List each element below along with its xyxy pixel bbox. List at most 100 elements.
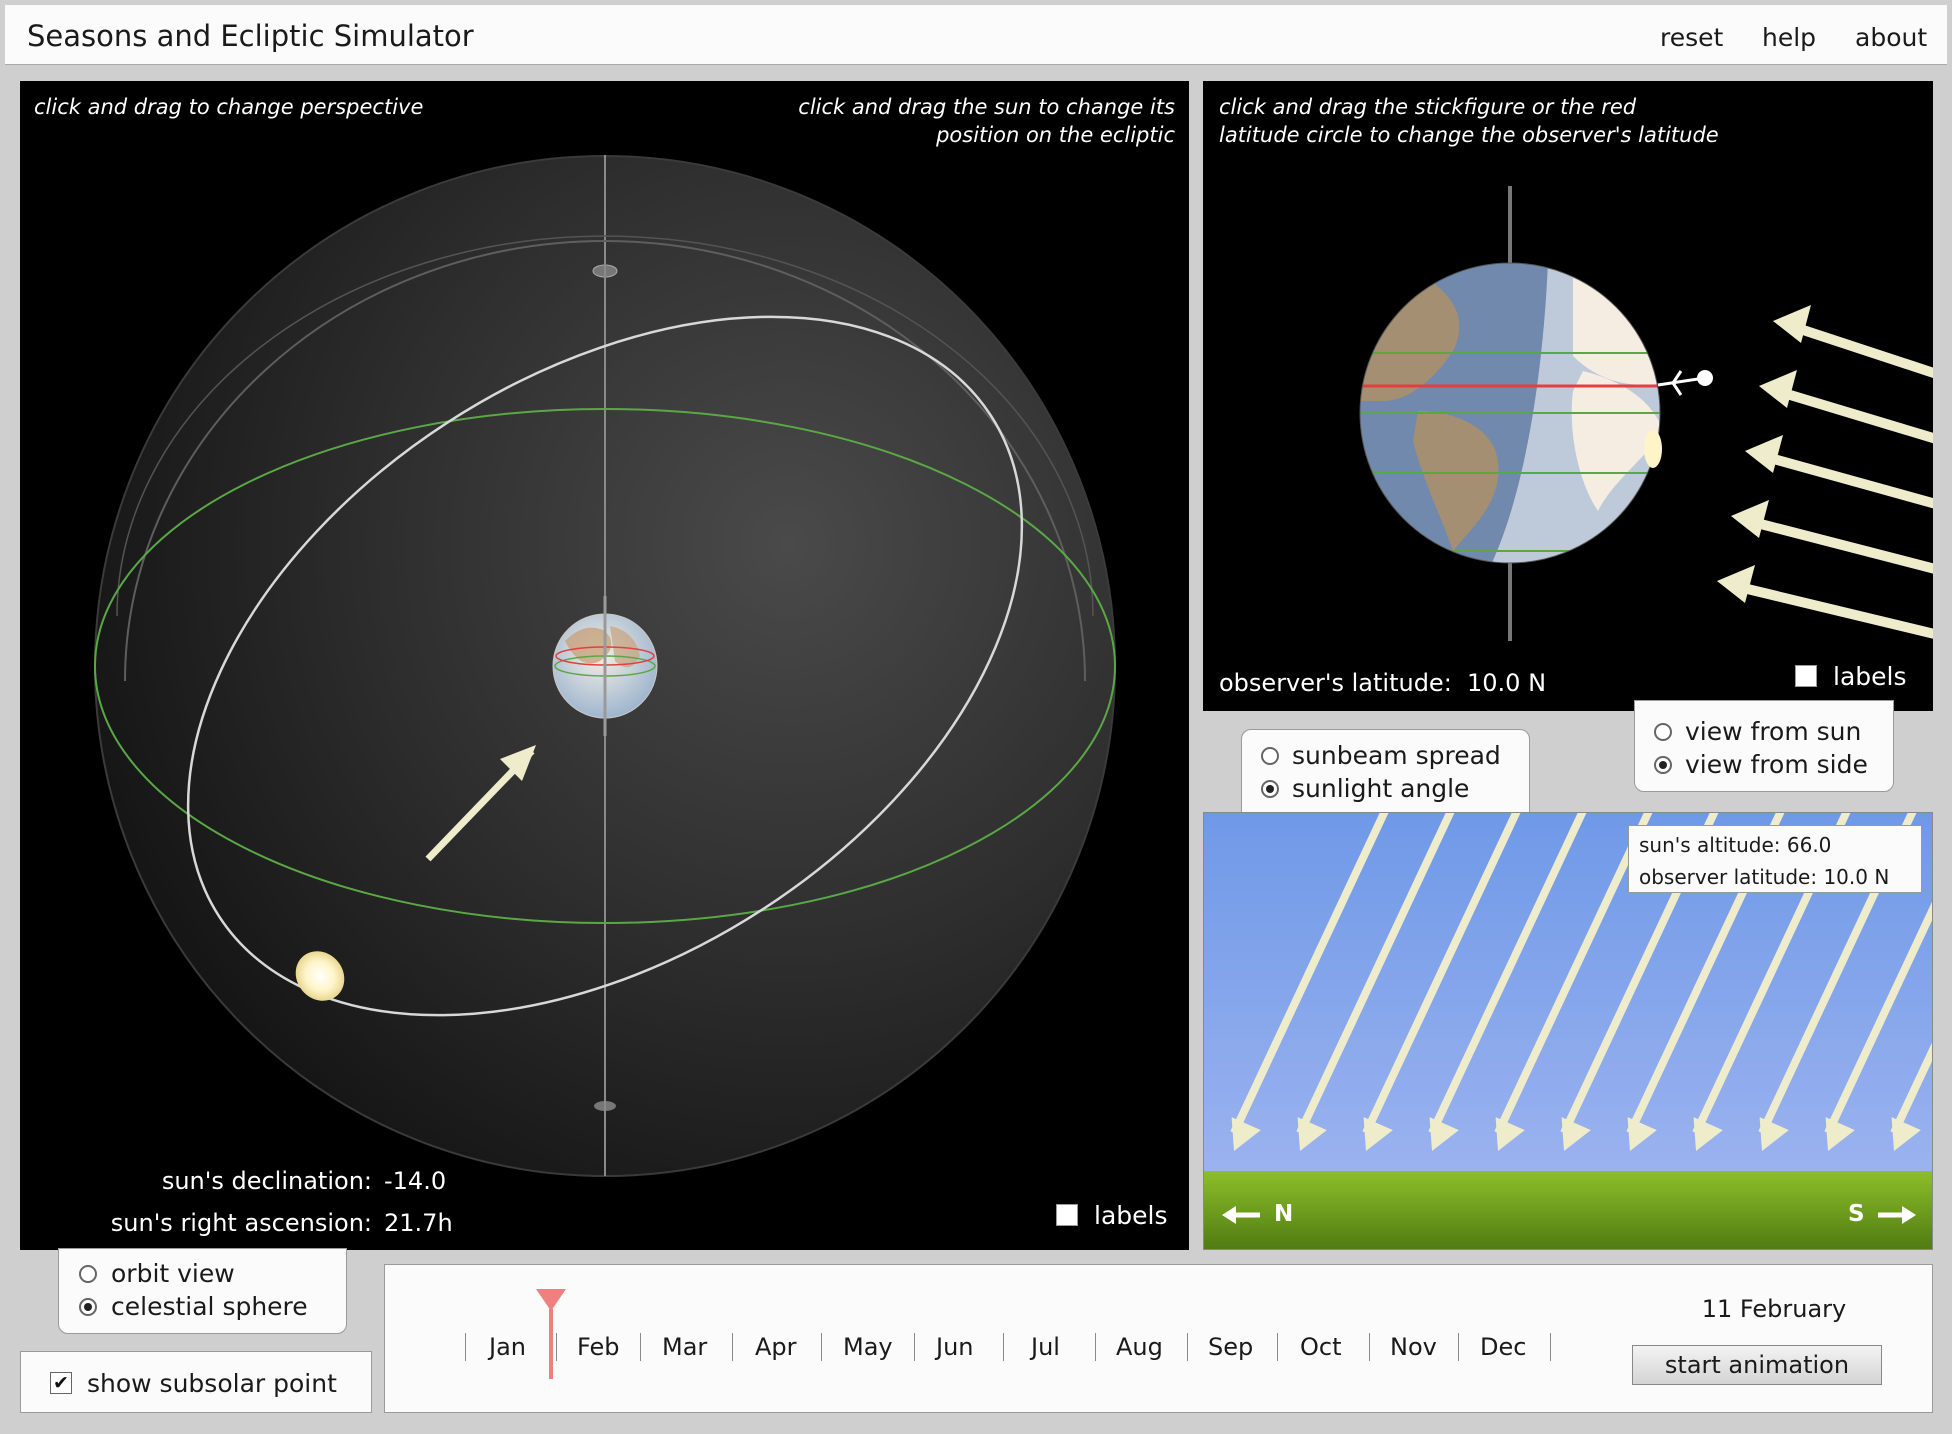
sun-marker[interactable] xyxy=(286,941,355,1010)
celestial-sphere-label[interactable]: celestial sphere xyxy=(111,1292,308,1321)
north-arrowhead xyxy=(1222,1206,1236,1224)
subsolar-point-label[interactable]: show subsolar point xyxy=(87,1369,337,1398)
celestial-labels-checkbox[interactable] xyxy=(1056,1204,1078,1226)
earth-view-canvas[interactable] xyxy=(1203,81,1933,711)
start-animation-button[interactable]: start animation xyxy=(1632,1345,1882,1385)
month-label[interactable]: Jan xyxy=(489,1333,526,1361)
subsolar-point-box: ✔ show subsolar point xyxy=(20,1351,372,1413)
sunlight-angle-panel: N S sun's altitude: 66.0 observer latitu… xyxy=(1203,812,1933,1250)
celestial-sphere-panel[interactable]: click and drag to change perspective cli… xyxy=(20,81,1189,1250)
month-label[interactable]: Dec xyxy=(1480,1333,1527,1361)
observer-latitude-label: observer's latitude: xyxy=(1219,669,1452,697)
month-label[interactable]: May xyxy=(843,1333,893,1361)
month-tick xyxy=(556,1333,557,1361)
sun-drag-hint-line: position on the ecliptic xyxy=(936,123,1175,147)
month-label[interactable]: Apr xyxy=(755,1333,797,1361)
ecliptic-circle[interactable] xyxy=(61,172,1148,1159)
title-bar: Seasons and Ecliptic Simulator reset hel… xyxy=(5,5,1947,65)
view-from-side-label[interactable]: view from side xyxy=(1685,750,1868,779)
month-tick xyxy=(1095,1333,1096,1361)
sphere-grid-arc xyxy=(116,235,1094,617)
view-options-box: view from sun view from side xyxy=(1634,700,1894,792)
sunbeam-ray xyxy=(1362,813,1521,1151)
sunbeam-ray xyxy=(1428,813,1587,1151)
sun-altitude-line: sun's altitude: 66.0 xyxy=(1639,833,1831,857)
south-label: S xyxy=(1848,1201,1865,1227)
sun-drag-hint: click and drag the sun to change its pos… xyxy=(798,93,1175,149)
north-label: N xyxy=(1274,1201,1294,1227)
earth-labels-checkbox[interactable] xyxy=(1795,665,1817,687)
sunlight-angle-label[interactable]: sunlight angle xyxy=(1292,774,1470,803)
incoming-sunbeam xyxy=(1759,370,1933,444)
month-tick xyxy=(1003,1333,1004,1361)
month-tick xyxy=(821,1333,822,1361)
subsolar-point xyxy=(1644,430,1662,468)
sunbeam-ray xyxy=(1890,1042,1932,1151)
sun-altitude-value: 66.0 xyxy=(1786,833,1832,857)
month-label[interactable]: Jul xyxy=(1031,1333,1060,1361)
subsolar-point-checkbox[interactable]: ✔ xyxy=(50,1372,72,1394)
observer-latitude-line: observer latitude: 10.0 N xyxy=(1639,865,1889,889)
sunbeam-ray xyxy=(1824,901,1932,1151)
earth-view-panel[interactable]: click and drag the stickfigure or the re… xyxy=(1203,81,1933,711)
month-tick xyxy=(732,1333,733,1361)
orbit-view-label[interactable]: orbit view xyxy=(111,1259,235,1288)
sun-drag-hint-line: click and drag the sun to change its xyxy=(798,95,1175,119)
month-label[interactable]: Aug xyxy=(1116,1333,1163,1361)
view-from-sun-radio[interactable] xyxy=(1654,723,1672,741)
month-tick xyxy=(1458,1333,1459,1361)
month-tick xyxy=(1550,1333,1551,1361)
declination-value: -14.0 xyxy=(384,1167,447,1195)
month-tick xyxy=(1187,1333,1188,1361)
sunbeam-spread-label[interactable]: sunbeam spread xyxy=(1292,741,1501,770)
earth-labels-label[interactable]: labels xyxy=(1833,662,1907,691)
latitude-hint: click and drag the stickfigure or the re… xyxy=(1219,93,1719,149)
sun-altitude-label: sun's altitude: xyxy=(1639,833,1781,857)
month-tick xyxy=(914,1333,915,1361)
incoming-sunbeam xyxy=(1773,305,1933,378)
month-label[interactable]: Oct xyxy=(1300,1333,1342,1361)
sunbeam-spread-radio[interactable] xyxy=(1261,747,1279,765)
sunlight-angle-radio[interactable] xyxy=(1261,780,1279,798)
incoming-sunbeam xyxy=(1731,500,1933,574)
observer-latitude-value: 10.0 N xyxy=(1467,669,1547,697)
sunbeam-ray xyxy=(1296,813,1455,1151)
celestial-sphere-canvas[interactable] xyxy=(20,81,1189,1250)
month-label[interactable]: Sep xyxy=(1208,1333,1254,1361)
latitude-hint-line: latitude circle to change the observer's… xyxy=(1219,123,1719,147)
help-menu[interactable]: help xyxy=(1762,23,1817,52)
reset-menu[interactable]: reset xyxy=(1660,23,1724,52)
incoming-sunbeam xyxy=(1745,435,1933,509)
south-arrowhead xyxy=(1902,1206,1916,1224)
continent xyxy=(565,627,612,664)
observer-latitude-box-label: observer latitude: xyxy=(1639,865,1818,889)
month-tick xyxy=(640,1333,641,1361)
month-row[interactable]: Jan Feb Mar Apr May Jun Jul Aug Sep Oct … xyxy=(385,1265,1934,1414)
date-slider-marker-shape[interactable] xyxy=(535,1289,567,1379)
month-label[interactable]: Feb xyxy=(577,1333,620,1361)
celestial-labels-label[interactable]: labels xyxy=(1094,1201,1168,1230)
month-label[interactable]: Jun xyxy=(936,1333,974,1361)
month-tick xyxy=(1369,1333,1370,1361)
earth-sunbeams xyxy=(1717,305,1933,639)
sunlight-options-box: sunbeam spread sunlight angle xyxy=(1241,729,1530,815)
view-from-sun-label[interactable]: view from sun xyxy=(1685,717,1862,746)
sun-direction-arrowhead xyxy=(500,745,536,781)
day-side xyxy=(1488,263,1660,563)
mode-options-box: orbit view celestial sphere xyxy=(58,1248,347,1334)
view-from-side-radio[interactable] xyxy=(1654,756,1672,774)
earth-outline xyxy=(1359,262,1661,564)
sunbeam-ray xyxy=(1230,813,1389,1151)
timeline-panel: Jan Feb Mar Apr May Jun Jul Aug Sep Oct … xyxy=(384,1264,1933,1413)
app-title: Seasons and Ecliptic Simulator xyxy=(27,19,474,53)
celestial-sphere-radio[interactable] xyxy=(79,1298,97,1316)
ground xyxy=(1204,1171,1932,1249)
sun-altitude-box: sun's altitude: 66.0 observer latitude: … xyxy=(1628,825,1922,893)
month-label[interactable]: Nov xyxy=(1390,1333,1437,1361)
date-slider-marker[interactable] xyxy=(535,1289,567,1379)
month-label[interactable]: Mar xyxy=(662,1333,708,1361)
declination-label: sun's declination: xyxy=(161,1167,372,1195)
orbit-view-radio[interactable] xyxy=(79,1265,97,1283)
observer-stickfigure[interactable] xyxy=(1657,370,1713,396)
about-menu[interactable]: about xyxy=(1855,23,1928,52)
